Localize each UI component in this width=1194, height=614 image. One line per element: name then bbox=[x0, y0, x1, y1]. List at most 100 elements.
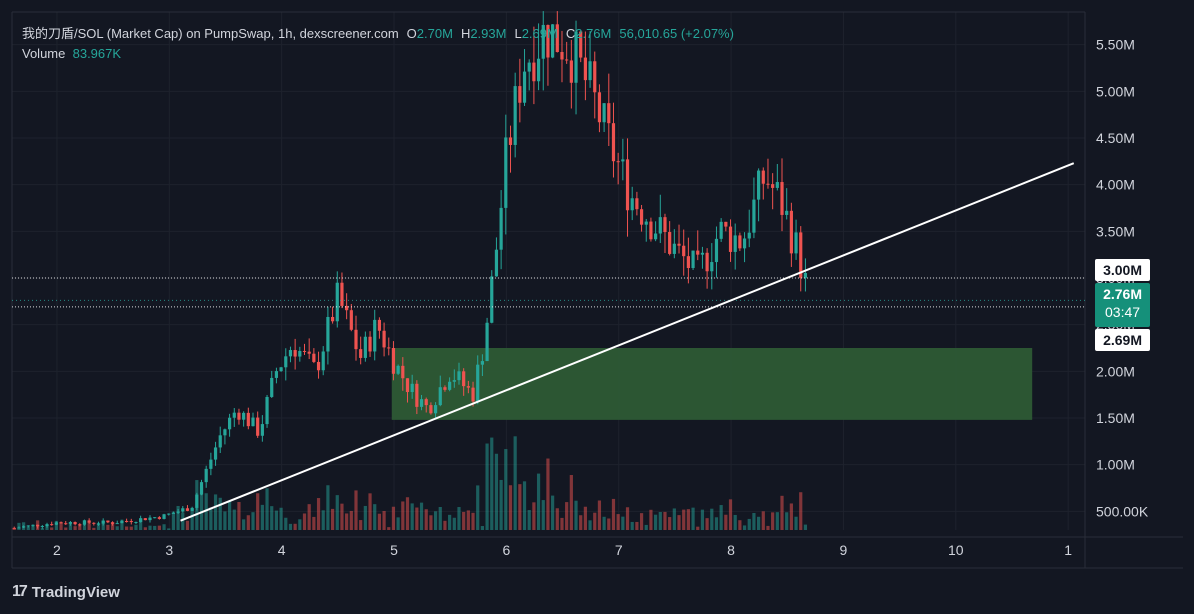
candle-body bbox=[213, 447, 218, 460]
volume-bar bbox=[368, 493, 372, 530]
candle-body bbox=[747, 232, 751, 239]
candle-body bbox=[602, 103, 606, 123]
candle-body bbox=[143, 518, 147, 521]
volume-bar bbox=[490, 437, 494, 530]
candle-body bbox=[536, 58, 541, 82]
candle-body bbox=[363, 336, 367, 358]
bar-countdown: 03:47 bbox=[1105, 304, 1141, 320]
volume-bar bbox=[213, 494, 218, 530]
candle-body bbox=[448, 381, 452, 390]
candle-body bbox=[499, 207, 503, 250]
candle-body bbox=[223, 429, 227, 436]
volume-bar bbox=[611, 498, 616, 530]
candle-body bbox=[246, 412, 250, 427]
candle-body bbox=[125, 520, 129, 522]
volume-bar bbox=[251, 512, 255, 530]
candle-body bbox=[242, 412, 246, 420]
volume-bar bbox=[232, 509, 236, 530]
candle-body bbox=[307, 351, 311, 354]
volume-bar bbox=[452, 517, 456, 530]
volume-bar bbox=[204, 493, 208, 530]
candle-body bbox=[635, 198, 639, 210]
volume-bar bbox=[803, 524, 808, 530]
y-tick-label: 2.00M bbox=[1096, 363, 1135, 379]
candle-body bbox=[396, 365, 400, 374]
candle-body bbox=[471, 387, 475, 402]
volume-bar bbox=[256, 493, 260, 530]
volume-bar bbox=[761, 511, 765, 530]
candle-body bbox=[237, 412, 241, 420]
trend-line bbox=[180, 162, 1075, 522]
candle-body bbox=[312, 353, 316, 362]
volume-bar bbox=[64, 527, 68, 530]
volume-bar bbox=[373, 504, 377, 530]
volume-bar bbox=[125, 526, 129, 530]
level-tag-bottom[interactable]: 2.69M bbox=[1095, 329, 1150, 351]
candle-body bbox=[490, 276, 494, 323]
volume-bar bbox=[555, 508, 559, 530]
volume-bar bbox=[237, 502, 241, 530]
volume-bar bbox=[457, 507, 461, 530]
candle-body bbox=[621, 159, 625, 162]
volume-bar bbox=[508, 485, 513, 530]
candle-body bbox=[485, 322, 489, 362]
level-tag-top[interactable]: 3.00M bbox=[1095, 259, 1150, 281]
candle-body bbox=[705, 252, 709, 272]
volume-bar bbox=[485, 443, 489, 530]
candle-body bbox=[771, 184, 775, 188]
volume-bar bbox=[696, 526, 700, 530]
x-tick-label: 10 bbox=[948, 542, 964, 558]
volume-bar bbox=[522, 481, 527, 530]
candle-body bbox=[738, 235, 742, 249]
volume-bar bbox=[607, 518, 611, 530]
candle-body bbox=[518, 86, 522, 103]
candle-body bbox=[724, 221, 728, 227]
open-value: 2.70M bbox=[416, 26, 453, 41]
volume-bar bbox=[171, 511, 176, 530]
volume-bar bbox=[302, 513, 307, 530]
candle-body bbox=[649, 221, 653, 240]
candle-body bbox=[597, 92, 602, 123]
volume-bar bbox=[785, 512, 789, 530]
x-tick-label: 7 bbox=[615, 542, 623, 558]
volume-bar bbox=[551, 495, 555, 530]
volume-bar bbox=[265, 488, 269, 530]
candle-body bbox=[167, 513, 171, 515]
candle-body bbox=[26, 525, 30, 527]
candle-body bbox=[677, 243, 681, 246]
x-tick-label: 9 bbox=[840, 542, 848, 558]
volume-bar bbox=[419, 502, 424, 530]
volume-bar bbox=[668, 517, 672, 530]
volume-bar bbox=[335, 495, 339, 530]
volume-bar bbox=[583, 506, 587, 530]
volume-bar bbox=[326, 485, 330, 530]
volume-bar bbox=[78, 524, 82, 530]
candle-body bbox=[766, 183, 770, 185]
volume-bar bbox=[424, 509, 428, 530]
candle-body bbox=[368, 336, 372, 352]
symbol-title[interactable]: 我的刀盾/SOL (Market Cap) on PumpSwap, 1h, d… bbox=[22, 26, 399, 41]
candle-body bbox=[710, 262, 714, 272]
volume-bar bbox=[742, 525, 747, 530]
volume-bar bbox=[176, 505, 180, 530]
candle-body bbox=[129, 521, 133, 523]
volume-bar bbox=[157, 525, 161, 530]
volume-bar bbox=[298, 519, 302, 530]
volume-bar bbox=[199, 486, 204, 530]
candle-body bbox=[401, 365, 405, 379]
candle-body bbox=[209, 459, 213, 469]
tradingview-logo-icon: 17 bbox=[12, 583, 28, 600]
volume-bar bbox=[50, 527, 54, 530]
candle-body bbox=[354, 329, 358, 350]
volume-bar bbox=[621, 516, 625, 530]
candle-body bbox=[588, 61, 592, 81]
tradingview-brand[interactable]: 17 TradingView bbox=[12, 583, 120, 601]
candle-body bbox=[789, 210, 793, 254]
candle-body bbox=[185, 508, 190, 511]
volume-bar bbox=[649, 509, 653, 530]
candle-body bbox=[799, 232, 803, 278]
volume-bar bbox=[45, 525, 49, 530]
current-price-tag[interactable]: 2.76M 03:47 bbox=[1095, 283, 1150, 327]
candle-body bbox=[391, 348, 396, 374]
